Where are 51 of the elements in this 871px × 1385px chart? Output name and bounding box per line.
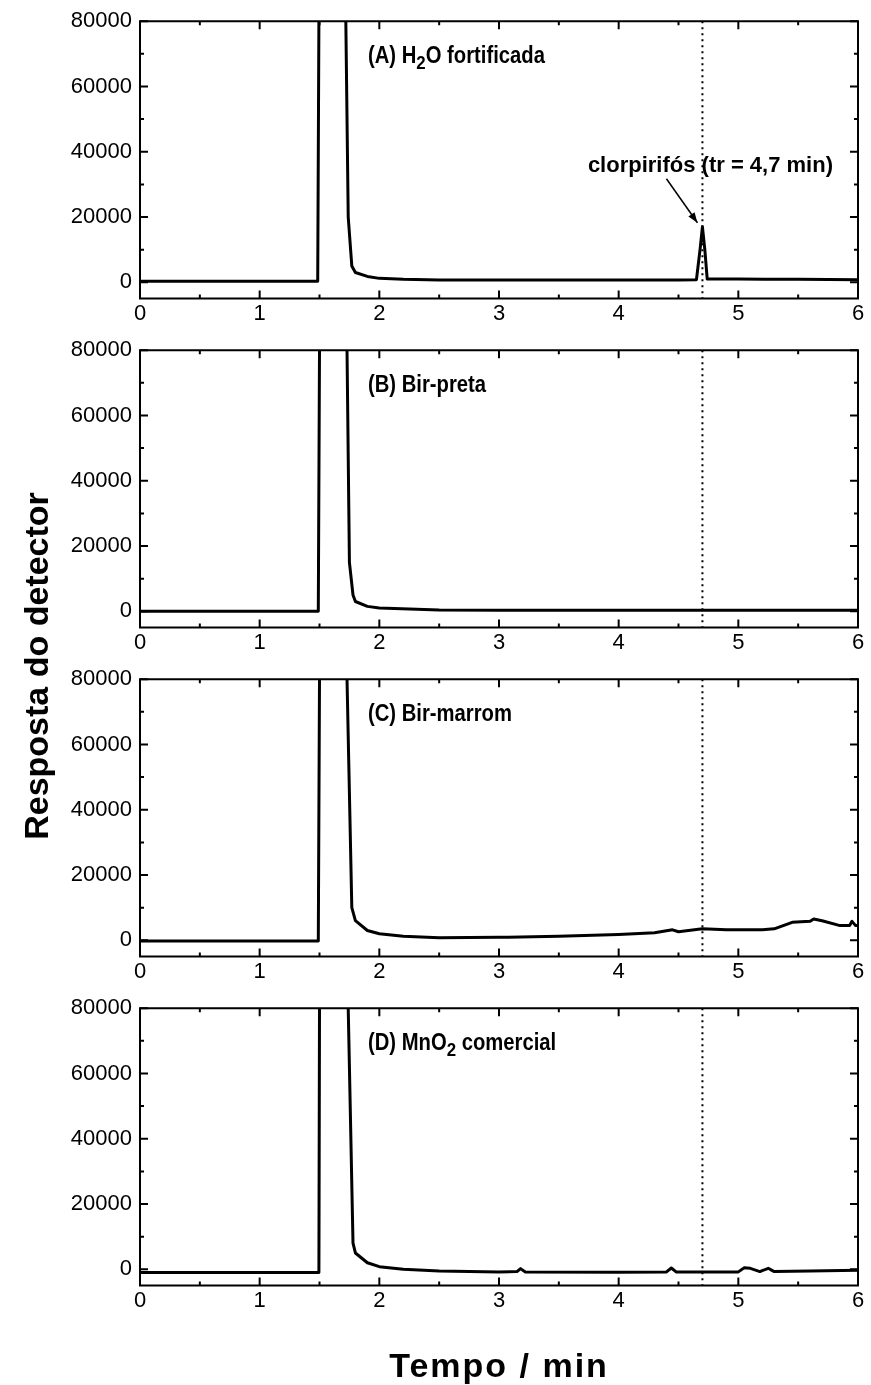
text: (B) Bir-preta [368,371,487,398]
x-tick-label: 6 [851,1286,865,1312]
y-tick-label: 60000 [70,730,132,756]
y-tick-label: 20000 [70,203,132,229]
y-tick-label: 80000 [70,994,132,1020]
text: (D) MnO$_{2}$ comercial [368,1029,557,1061]
x-tick-label: 1 [253,1286,266,1312]
y-tick-label: 40000 [70,1124,132,1150]
x-tick-label: 4 [612,628,625,654]
y-tick-label: 0 [119,597,132,623]
x-tick-label: 2 [373,1286,386,1312]
y-tick-label: 80000 [70,7,132,33]
text: (C) Bir-marrom [368,700,512,727]
x-tick-label: 1 [253,299,266,325]
y-tick-label: 60000 [70,401,132,427]
x-tick-label: 6 [851,628,865,654]
y-tick-label: 20000 [70,1190,132,1216]
y-tick-label: 80000 [70,665,132,691]
x-tick-label: 4 [612,957,625,983]
y-tick-label: 0 [119,926,132,952]
x-tick-label: 2 [373,957,386,983]
y-tick-label: 20000 [70,861,132,887]
x-tick-label: 4 [612,1286,625,1312]
x-tick-label: 1 [253,628,266,654]
x-tick-label: 5 [732,957,745,983]
x-axis-title: Tempo / min [389,1346,609,1385]
text: (A) H$_{2}$O fortificada [368,42,545,74]
x-tick-label: 5 [732,628,745,654]
x-tick-label: 3 [492,628,506,654]
y-tick-label: 40000 [70,795,132,821]
x-tick-label: 6 [851,299,865,325]
x-tick-label: 1 [253,957,266,983]
x-tick-label: 5 [732,299,745,325]
y-axis-title: Resposta do detector [16,492,56,840]
y-tick-label: 60000 [70,1059,132,1085]
x-tick-label: 3 [492,957,506,983]
y-tick-label: 0 [119,1255,132,1281]
x-tick-label: 2 [373,628,386,654]
y-tick-label: 0 [119,268,132,294]
x-tick-label: 3 [492,1286,506,1312]
y-tick-label: 40000 [70,137,132,163]
y-tick-label: 60000 [70,72,132,98]
x-tick-label: 2 [373,299,386,325]
y-tick-label: 80000 [70,336,132,362]
x-tick-label: 5 [732,1286,745,1312]
y-tick-label: 20000 [70,532,132,558]
x-tick-label: 4 [612,299,625,325]
x-tick-label: 6 [851,957,865,983]
y-tick-label: 40000 [70,466,132,492]
annotation: clorpirifós (tr = 4,7 min) [587,151,833,177]
x-tick-label: 3 [492,299,506,325]
